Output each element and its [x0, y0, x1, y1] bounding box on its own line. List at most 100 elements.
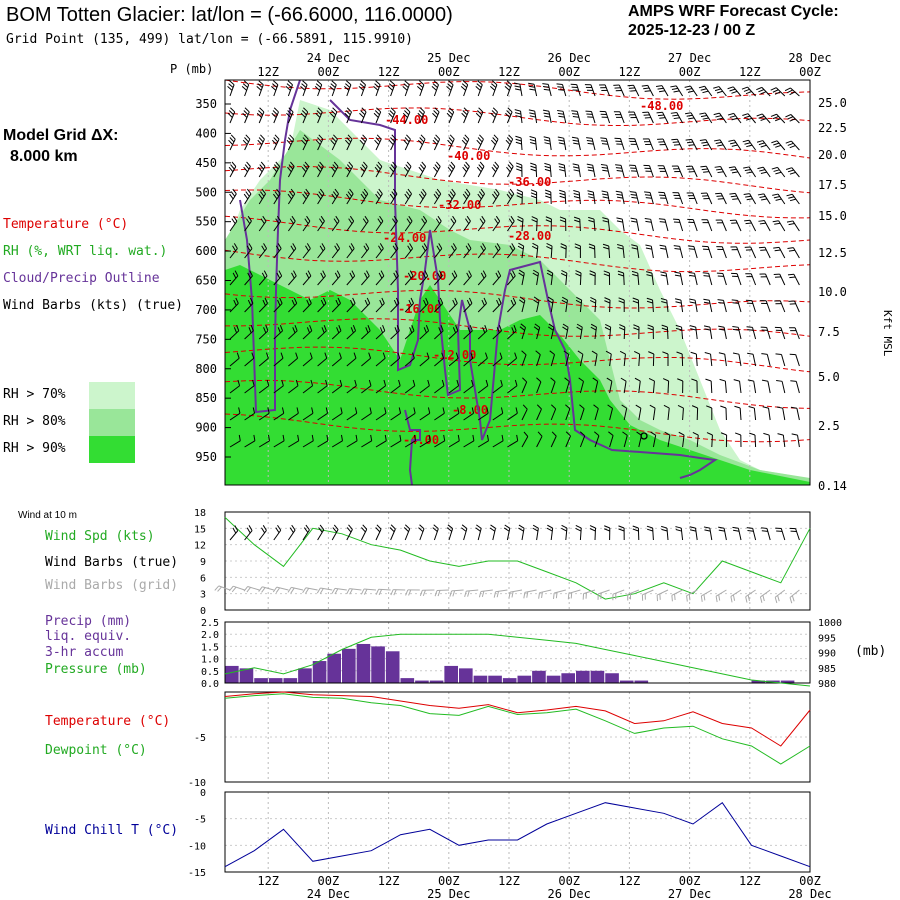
wind-barb-flag — [573, 169, 580, 172]
wind-barb-flag — [507, 164, 513, 170]
wind-barb-flag — [510, 299, 515, 306]
wind-barb — [507, 275, 516, 286]
wind-barb — [763, 220, 771, 232]
wind-barb — [724, 354, 727, 367]
wind-barb — [609, 435, 614, 448]
wind-barb-flag — [557, 136, 564, 139]
wind-barb-true-flag — [248, 525, 253, 531]
wind-barb-flag — [758, 220, 765, 222]
wind-barb-flag — [774, 249, 781, 252]
wind-barb-true — [433, 528, 439, 541]
top-date-label: 25 Dec — [427, 51, 470, 65]
wind-barb — [779, 273, 786, 286]
wind-barb-flag — [703, 298, 710, 301]
wind-barb-flag — [394, 327, 398, 334]
wind-barb-flag — [573, 192, 580, 196]
wind-barb-flag — [275, 161, 281, 167]
wind-barb-flag — [433, 137, 439, 143]
wind-barb-flag — [701, 168, 708, 171]
wind-barb — [244, 303, 254, 313]
wind-barb-flag — [273, 107, 279, 113]
wind-barb-flag — [730, 168, 737, 171]
wind-barb-flag — [465, 188, 471, 195]
wind-barb-flag — [324, 352, 328, 359]
wind-barb-flag — [745, 117, 752, 121]
wind-barb-flag — [789, 145, 796, 149]
wind-barb-flag — [229, 80, 235, 86]
wind-barb-flag — [703, 171, 710, 173]
wind-barb-flag — [263, 327, 267, 334]
wind-barb — [652, 299, 654, 313]
wind-barb-true — [666, 528, 669, 541]
wind-barb-flag — [287, 137, 293, 143]
wind-barb-flag — [773, 246, 780, 249]
wind-barb-flag — [373, 112, 379, 118]
wind-barb-flag — [406, 161, 412, 167]
chill-tick-label: -5 — [194, 815, 206, 826]
wind-barb-flag — [247, 299, 252, 306]
wind-barb-flag — [617, 244, 624, 247]
wind-barb-flag — [616, 217, 623, 220]
wind-barb-flag — [437, 299, 442, 306]
wind-barb-flag — [423, 243, 428, 249]
wind-barb-flag — [549, 350, 555, 355]
wind-barb-flag — [727, 112, 734, 116]
wind-barb-flag — [287, 80, 293, 86]
wind-tick-label: 18 — [194, 508, 206, 519]
wind-barb-flag — [785, 167, 793, 170]
wind-barb-flag — [345, 193, 351, 200]
wind-barb-flag — [390, 107, 396, 113]
wind-barb — [404, 330, 415, 340]
wind-barb-flag — [368, 379, 372, 386]
wind-barb-flag — [267, 407, 270, 414]
wind-barb-flag — [661, 324, 668, 328]
wind-barb-flag — [231, 218, 236, 224]
wind-barb-flag — [733, 379, 740, 382]
wind-barb-flag — [362, 134, 368, 140]
wind-barb-flag — [741, 86, 748, 90]
wind-barb — [507, 303, 517, 313]
wind-chill-panel: -15-10-50 — [188, 788, 811, 879]
wind-barb-true-flag — [518, 524, 525, 529]
wind-barb-grid-flag — [287, 587, 292, 593]
wind-barb — [609, 381, 613, 394]
top-hour-label: 12Z — [378, 65, 400, 79]
wind-barb — [792, 220, 800, 232]
wind-barb-flag — [477, 137, 483, 143]
wind-barb-flag — [408, 215, 413, 222]
wind-barb-flag — [589, 273, 596, 277]
wind-barb — [710, 380, 713, 394]
wind-barb-true-flag — [561, 527, 567, 532]
wind-barb-flag — [246, 245, 251, 252]
wind-barb-flag — [404, 137, 410, 143]
wind-barb — [346, 440, 358, 448]
wind-barb-flag — [731, 299, 738, 301]
wind-barb-flag — [257, 83, 263, 88]
wind-barb-flag — [491, 166, 497, 173]
wind-barb-flag — [559, 189, 566, 193]
wind-barb-flag — [424, 270, 429, 277]
wind-barb-flag — [399, 434, 402, 441]
wind-barb-flag — [573, 195, 580, 199]
wind-barb-grid — [247, 586, 260, 591]
wind-barb-flag — [656, 111, 663, 114]
wind-barb — [375, 248, 384, 259]
wind-barb-flag — [700, 114, 708, 118]
wind-barb-flag — [412, 379, 416, 386]
temperature-contour-line — [225, 346, 810, 373]
wind-barb-flag — [547, 269, 553, 274]
wind-barb-flag — [346, 80, 352, 86]
wind-barb-flag — [789, 198, 797, 202]
wind-barb-flag — [660, 274, 667, 277]
wind-barb-flag — [242, 83, 249, 88]
wind-barb-flag — [480, 272, 485, 279]
wind-barb-flag — [380, 270, 385, 277]
wind-barb-flag — [559, 219, 566, 223]
wind-barb — [317, 440, 329, 448]
wind-barb-grid-flag — [552, 592, 555, 600]
wind-barb — [419, 357, 430, 367]
legend-dewpoint: Dewpoint (°C) — [45, 743, 147, 758]
wind-barb-flag — [674, 274, 681, 277]
wind-barb — [258, 357, 269, 367]
wind-barb-flag — [530, 168, 537, 172]
